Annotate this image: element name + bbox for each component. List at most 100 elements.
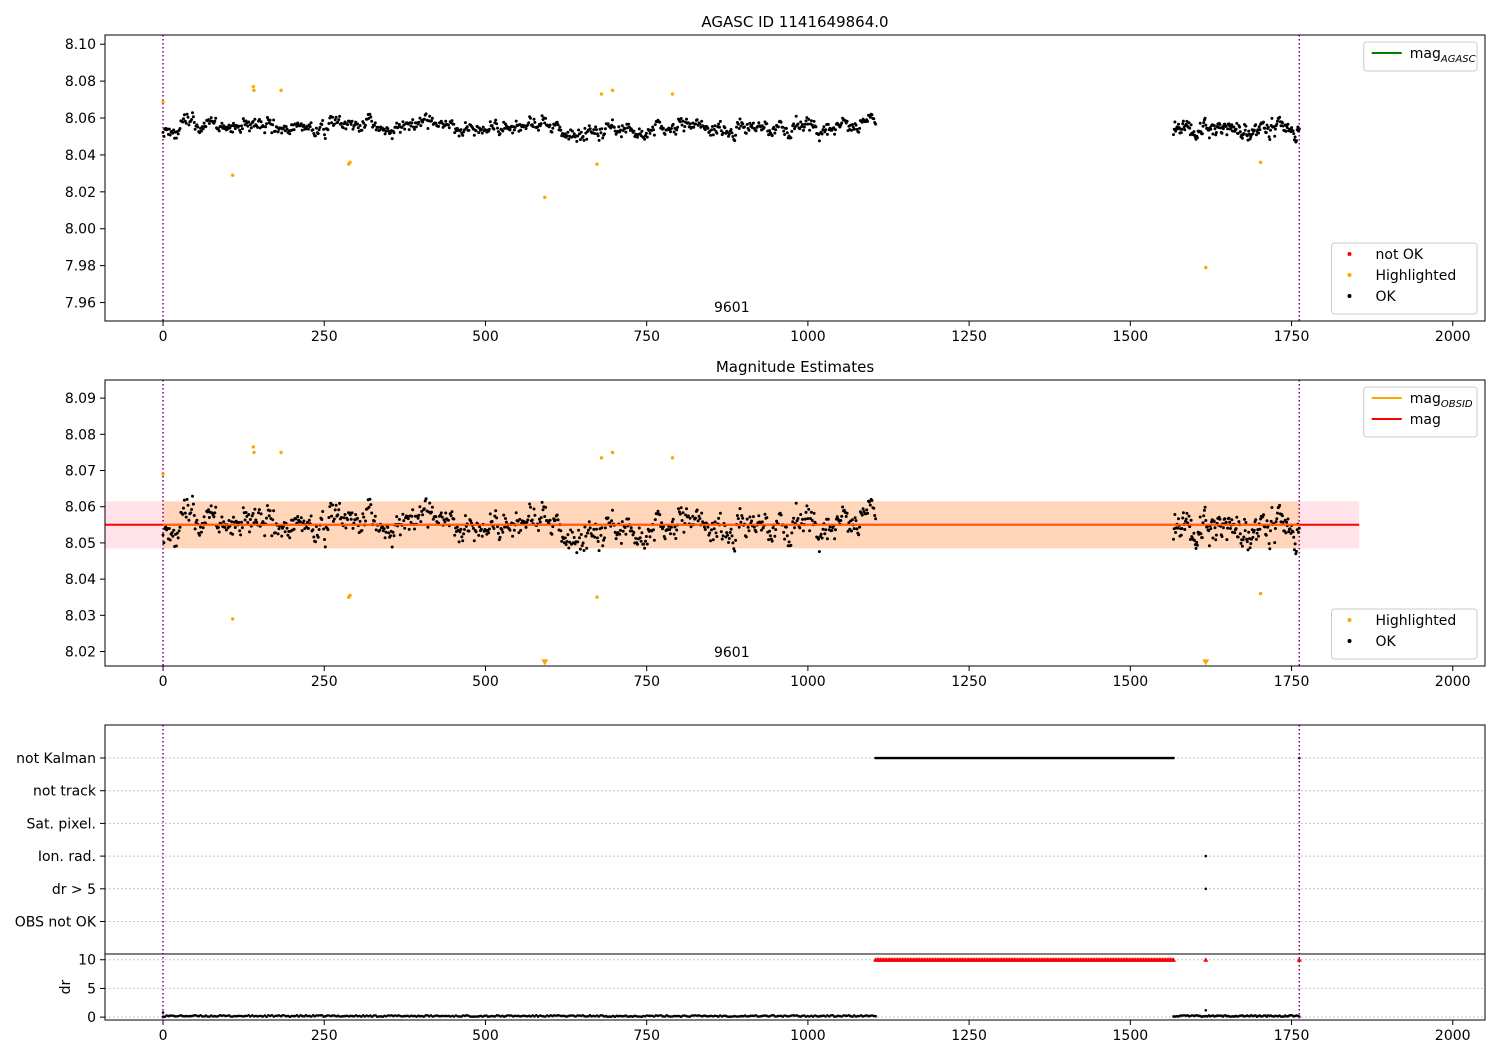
agasc-ok-point	[395, 121, 399, 125]
mag-ok-point	[821, 527, 825, 531]
mag-ok-point	[237, 521, 241, 524]
mag-ok-point	[1254, 537, 1258, 541]
mag-ok-point	[1287, 530, 1291, 534]
agasc-ok-point	[718, 119, 722, 123]
mag-ok-point	[268, 509, 272, 513]
agasc-ok-point	[450, 119, 454, 123]
agasc-legend-box	[1363, 41, 1478, 72]
mag-ok-point	[449, 514, 453, 518]
mag-ok-point	[1245, 540, 1249, 544]
mag-ok-point	[592, 527, 596, 531]
agasc-ok-point	[467, 128, 471, 132]
agasc-ok-point	[850, 128, 853, 132]
agasc-ok-point	[360, 128, 364, 132]
mag-ok-point	[1198, 515, 1202, 519]
dr-point	[722, 1014, 726, 1018]
mag-ok-point	[528, 502, 532, 506]
mag-ok-point	[715, 535, 719, 538]
agasc-ok-point	[683, 125, 687, 129]
mag-ok-point	[627, 517, 631, 521]
mag-ok-point	[738, 507, 742, 511]
agasc-ok-point	[621, 129, 625, 132]
agasc-ok-point	[477, 131, 481, 135]
agasc-ok-point	[658, 120, 662, 124]
agasc-ok-point	[1251, 132, 1255, 136]
mag-ok-point	[508, 528, 512, 532]
mag-ok-point	[455, 525, 459, 529]
agasc-ok-point	[1181, 122, 1185, 126]
agasc-ok-point	[803, 122, 807, 126]
agasc-ok-point	[414, 125, 418, 129]
mag-ok-point	[679, 506, 683, 510]
mag-ok-point	[182, 506, 185, 510]
mag-ok-point	[698, 517, 702, 521]
mag-ok-point	[835, 515, 839, 519]
mag-ok-point	[636, 542, 639, 546]
dr-point	[236, 1014, 240, 1018]
mag-ok-point	[1209, 527, 1213, 531]
agasc-ok-point	[292, 128, 296, 132]
agasc-ok-point	[653, 123, 657, 127]
mag-ok-point	[253, 507, 257, 511]
mag-ok-point	[259, 512, 263, 516]
agasc-ok-point	[669, 130, 672, 134]
mag-ok-point	[177, 529, 181, 533]
mag-ok-point	[570, 530, 574, 534]
mag-ok-point	[328, 505, 332, 509]
mag-ok-point	[343, 513, 347, 516]
mag-highlighted-point	[279, 450, 283, 455]
agasc-ok-point	[623, 127, 627, 131]
agasc-ok-point	[246, 124, 250, 128]
mag-ok-point	[434, 515, 438, 519]
mag-ok-point	[621, 529, 625, 533]
agasc-ok-point	[196, 125, 200, 129]
mag-ok-point	[1224, 520, 1228, 524]
agasc-xtick-label: 0	[159, 329, 168, 345]
agasc-ok-point	[209, 116, 213, 120]
mag-ok-point	[1237, 520, 1241, 524]
mag-ok-point	[167, 527, 171, 530]
dr-point	[831, 1014, 834, 1017]
agasc-ok-point	[807, 117, 811, 121]
mag-ok-point	[174, 544, 178, 548]
mag-ok-point	[1177, 517, 1180, 521]
mag-ok-point	[587, 520, 591, 524]
mag-ok-point	[845, 511, 849, 515]
agasc-ok-point	[731, 135, 735, 138]
mag-ok-point	[744, 535, 748, 539]
flag-row-label: Ion. rad.	[38, 849, 96, 865]
mag-ok-point	[1241, 538, 1245, 542]
agasc-ok-point	[1226, 127, 1230, 131]
mag-ok-point	[1204, 519, 1208, 522]
agasc-ok-point	[326, 128, 330, 132]
dr-ylabel: dr	[58, 979, 74, 994]
mag-ok-point	[746, 525, 750, 529]
agasc-ok-point	[695, 118, 699, 122]
mag-ok-point	[589, 532, 593, 536]
agasc-ok-point	[700, 119, 704, 123]
mag-ok-point	[556, 518, 560, 522]
agasc-ok-point	[643, 137, 647, 141]
mag-ok-point	[1233, 531, 1237, 535]
agasc-ok-point	[572, 132, 576, 136]
mag-ok-point	[171, 534, 175, 538]
mag-ok-point	[162, 541, 166, 545]
mag-ok-point	[209, 504, 213, 508]
flags-xtick-label: 1750	[1274, 1028, 1310, 1044]
dr-point	[1204, 1008, 1208, 1012]
mag-ok-point	[643, 546, 647, 550]
mag-ok-point	[779, 513, 783, 517]
mag-ok-point	[276, 532, 280, 536]
agasc-ok-point	[334, 115, 338, 119]
mag-ok-point	[511, 534, 515, 538]
mag-ok-point	[697, 514, 701, 518]
agasc-ok-point	[767, 133, 771, 137]
mag-ok-point	[583, 525, 587, 529]
agasc-ok-point	[834, 128, 837, 132]
mag-ok-point	[567, 546, 571, 550]
dr-point	[749, 1014, 752, 1018]
mag-ok-point	[1292, 535, 1296, 539]
agasc-frame	[104, 34, 1486, 322]
mag-ok-point	[331, 519, 335, 523]
agasc-ok-point	[434, 121, 438, 125]
